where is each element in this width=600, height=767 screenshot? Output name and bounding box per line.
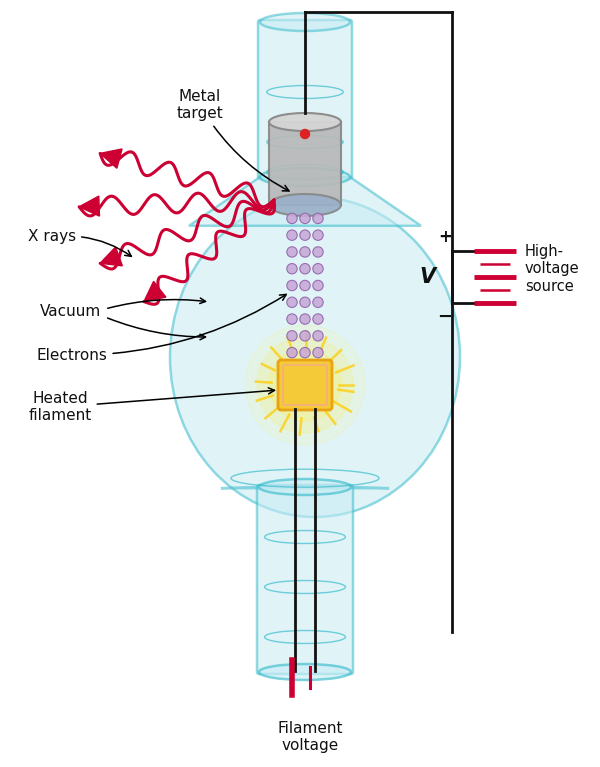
Polygon shape <box>221 487 389 489</box>
Circle shape <box>300 280 310 291</box>
Polygon shape <box>79 196 100 216</box>
Ellipse shape <box>170 197 460 517</box>
Polygon shape <box>100 247 122 266</box>
Circle shape <box>313 314 323 324</box>
Circle shape <box>313 247 323 257</box>
Circle shape <box>300 297 310 308</box>
Circle shape <box>300 331 310 341</box>
Circle shape <box>300 264 310 274</box>
Circle shape <box>245 325 365 445</box>
Circle shape <box>313 230 323 240</box>
Circle shape <box>287 230 297 240</box>
Polygon shape <box>144 281 166 301</box>
Circle shape <box>300 213 310 224</box>
Text: V: V <box>419 267 435 287</box>
FancyBboxPatch shape <box>258 20 352 179</box>
Polygon shape <box>269 122 341 205</box>
Circle shape <box>287 314 297 324</box>
Circle shape <box>300 230 310 240</box>
Circle shape <box>313 347 323 358</box>
Circle shape <box>300 347 310 358</box>
Circle shape <box>287 297 297 308</box>
Text: −: − <box>437 308 452 326</box>
Circle shape <box>287 331 297 341</box>
Circle shape <box>313 264 323 274</box>
Text: Electrons: Electrons <box>37 295 286 363</box>
Ellipse shape <box>259 479 351 495</box>
Ellipse shape <box>259 664 351 680</box>
Ellipse shape <box>269 113 341 131</box>
Polygon shape <box>100 149 122 168</box>
Circle shape <box>287 280 297 291</box>
Text: Heated
filament: Heated filament <box>28 388 275 423</box>
Circle shape <box>313 331 323 341</box>
Circle shape <box>313 297 323 308</box>
Text: X rays: X rays <box>28 229 131 256</box>
Text: Filament
voltage: Filament voltage <box>277 721 343 753</box>
Circle shape <box>269 349 341 421</box>
Polygon shape <box>189 177 421 225</box>
Ellipse shape <box>260 13 350 31</box>
Circle shape <box>300 314 310 324</box>
FancyBboxPatch shape <box>257 485 353 674</box>
Ellipse shape <box>260 168 350 186</box>
Circle shape <box>287 247 297 257</box>
Circle shape <box>257 337 353 433</box>
Circle shape <box>287 347 297 358</box>
Text: High-
voltage
source: High- voltage source <box>525 244 580 294</box>
Circle shape <box>300 247 310 257</box>
Circle shape <box>301 130 310 139</box>
Text: Metal
target: Metal target <box>176 89 289 191</box>
Circle shape <box>287 213 297 224</box>
Circle shape <box>313 213 323 224</box>
Text: +: + <box>438 228 452 246</box>
Circle shape <box>313 280 323 291</box>
Text: Vacuum: Vacuum <box>40 304 101 320</box>
Ellipse shape <box>269 194 341 216</box>
Circle shape <box>287 264 297 274</box>
FancyBboxPatch shape <box>278 360 332 410</box>
